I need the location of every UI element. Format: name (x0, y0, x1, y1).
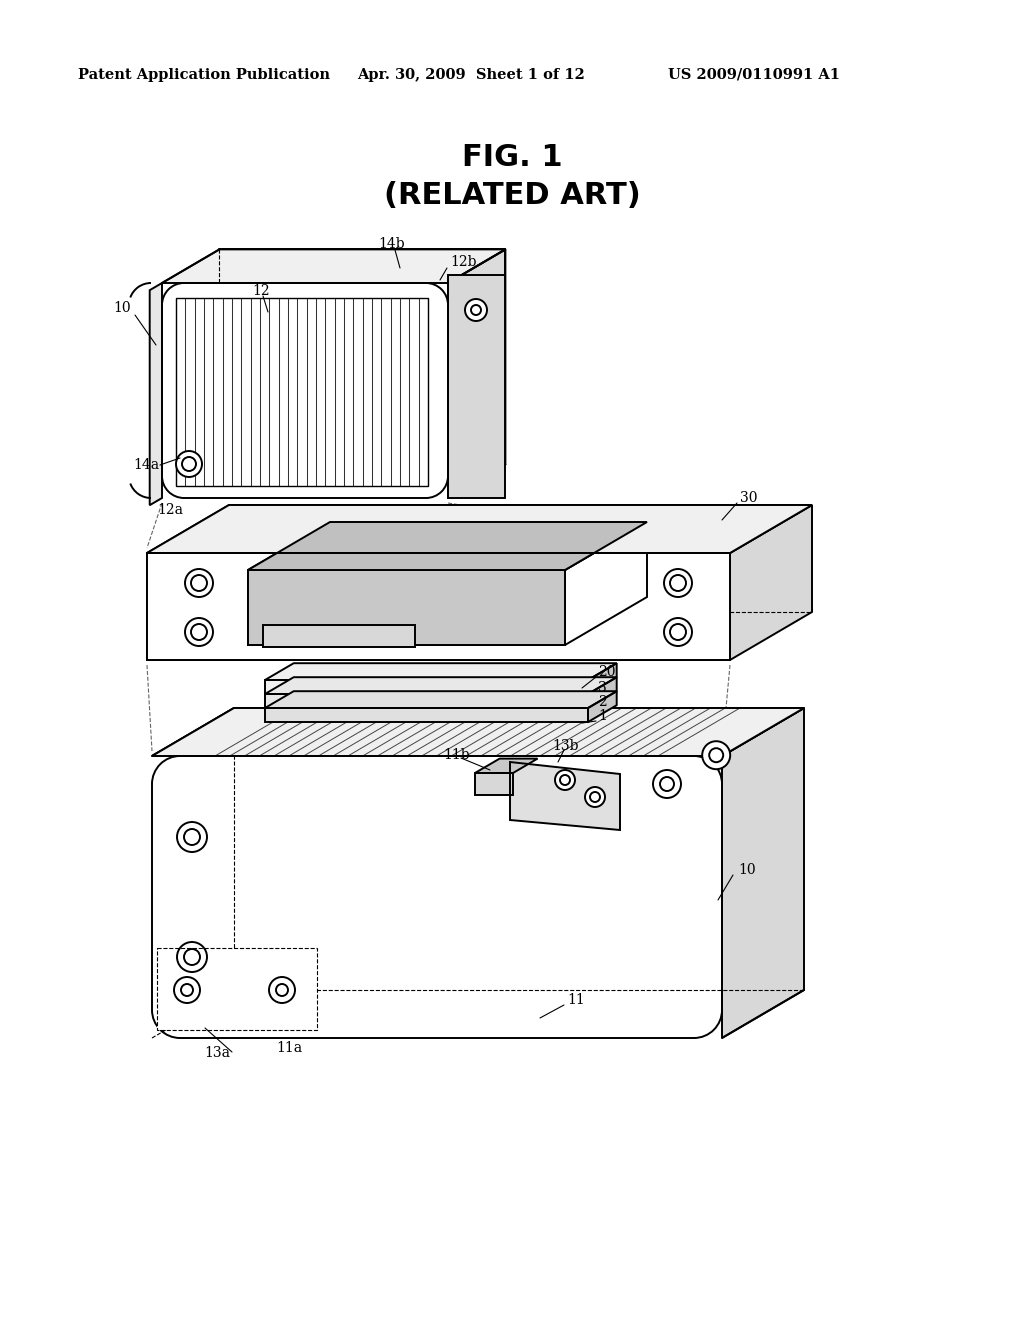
Circle shape (185, 618, 213, 645)
Polygon shape (248, 570, 565, 645)
Circle shape (585, 787, 605, 807)
Polygon shape (248, 521, 647, 570)
Circle shape (174, 977, 200, 1003)
Polygon shape (730, 506, 812, 660)
Circle shape (181, 983, 193, 997)
Text: 14b: 14b (378, 238, 404, 251)
Circle shape (555, 770, 575, 789)
Text: (RELATED ART): (RELATED ART) (384, 181, 640, 210)
Text: 13b: 13b (552, 739, 579, 752)
Circle shape (184, 949, 200, 965)
Polygon shape (157, 948, 317, 1030)
Polygon shape (248, 521, 647, 570)
Polygon shape (150, 282, 162, 506)
Text: 20: 20 (598, 665, 615, 678)
Polygon shape (152, 708, 804, 756)
Polygon shape (449, 249, 506, 498)
Circle shape (177, 942, 207, 972)
Circle shape (660, 777, 674, 791)
Text: 1: 1 (598, 709, 607, 723)
Polygon shape (565, 521, 647, 645)
Circle shape (177, 822, 207, 851)
Polygon shape (248, 570, 565, 645)
Circle shape (664, 618, 692, 645)
Polygon shape (449, 275, 506, 498)
Polygon shape (147, 506, 812, 553)
Polygon shape (147, 506, 812, 553)
Text: 3: 3 (598, 681, 607, 696)
Text: 11a: 11a (276, 1041, 302, 1055)
Text: 12b: 12b (450, 255, 476, 269)
Text: 11b: 11b (443, 748, 470, 762)
Text: 14a: 14a (133, 458, 159, 473)
Text: 10: 10 (113, 301, 131, 315)
Circle shape (269, 977, 295, 1003)
Polygon shape (265, 663, 616, 680)
Polygon shape (147, 553, 730, 660)
Text: 10: 10 (738, 863, 756, 876)
Circle shape (590, 792, 600, 803)
Polygon shape (588, 692, 616, 722)
Circle shape (184, 829, 200, 845)
Polygon shape (475, 759, 538, 774)
Polygon shape (162, 282, 449, 498)
Circle shape (670, 576, 686, 591)
Polygon shape (147, 553, 730, 660)
Circle shape (191, 576, 207, 591)
Circle shape (702, 742, 730, 770)
Text: Apr. 30, 2009  Sheet 1 of 12: Apr. 30, 2009 Sheet 1 of 12 (357, 69, 585, 82)
Circle shape (653, 770, 681, 799)
Polygon shape (248, 521, 647, 570)
Circle shape (710, 748, 723, 762)
Polygon shape (162, 249, 506, 282)
Circle shape (191, 624, 207, 640)
Circle shape (182, 457, 196, 471)
Polygon shape (265, 694, 588, 708)
Circle shape (465, 300, 487, 321)
Text: 12: 12 (252, 284, 269, 298)
Text: Patent Application Publication: Patent Application Publication (78, 69, 330, 82)
Circle shape (560, 775, 570, 785)
Polygon shape (152, 756, 722, 1038)
Text: 30: 30 (740, 491, 758, 506)
Circle shape (670, 624, 686, 640)
Circle shape (471, 305, 481, 315)
Polygon shape (265, 692, 616, 708)
Polygon shape (176, 298, 428, 486)
Polygon shape (265, 680, 588, 694)
Polygon shape (263, 624, 415, 647)
Text: 2: 2 (598, 696, 607, 709)
Circle shape (664, 569, 692, 597)
Circle shape (176, 451, 202, 477)
Circle shape (185, 569, 213, 597)
Polygon shape (510, 762, 620, 830)
Text: 12a: 12a (157, 503, 183, 517)
Text: US 2009/0110991 A1: US 2009/0110991 A1 (668, 69, 840, 82)
Circle shape (276, 983, 288, 997)
Text: FIG. 1: FIG. 1 (462, 144, 562, 173)
Text: 13a: 13a (204, 1045, 230, 1060)
Polygon shape (152, 708, 804, 756)
Polygon shape (588, 663, 616, 694)
Polygon shape (588, 677, 616, 708)
Polygon shape (265, 708, 588, 722)
Polygon shape (265, 677, 616, 694)
Polygon shape (722, 708, 804, 1038)
Polygon shape (475, 774, 513, 795)
Text: 11: 11 (567, 993, 585, 1007)
